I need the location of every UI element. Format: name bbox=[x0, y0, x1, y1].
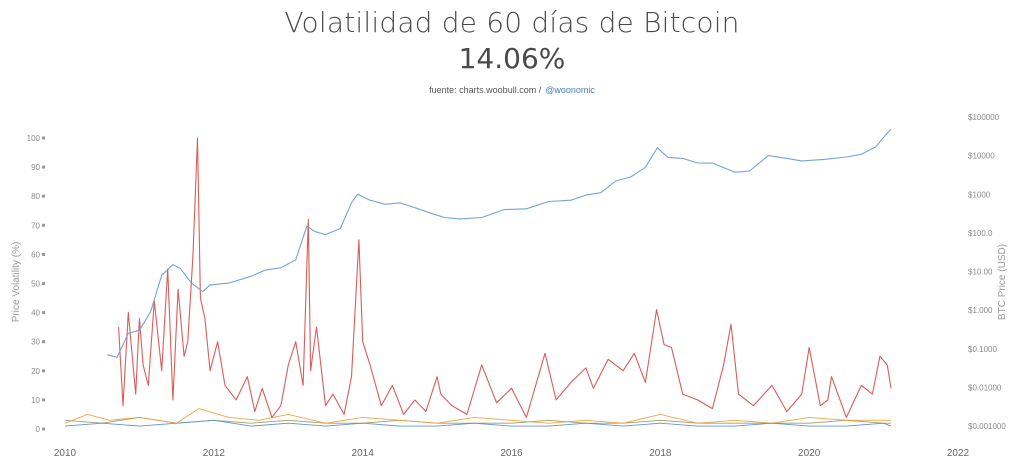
y-left-tick-label: 10 bbox=[31, 396, 40, 405]
source-text: fuente: charts.woobull.com / bbox=[429, 85, 542, 95]
y-left-tick-label: 30 bbox=[31, 338, 40, 347]
y-left-tick-label: 60 bbox=[31, 250, 40, 259]
y-left-tick-marker bbox=[42, 252, 45, 256]
y-axis-left: 0 10 20 30 40 50 60 70 80 90 100 bbox=[27, 134, 45, 434]
y-right-tick-label: $0.001000 bbox=[968, 422, 1006, 431]
x-tick-label: 2014 bbox=[352, 448, 375, 459]
y-left-tick-label: 80 bbox=[31, 192, 40, 201]
y-right-tick-label: $10.00 bbox=[968, 268, 993, 277]
y-right-tick-label: $0.1000 bbox=[968, 345, 997, 354]
y-left-tick-marker bbox=[42, 165, 45, 169]
y-right-tick-label: $0.01000 bbox=[968, 383, 1002, 392]
series-layer bbox=[64, 128, 892, 427]
x-tick-label: 2018 bbox=[649, 448, 672, 459]
y-axis-left-title: Price Volatility (%) bbox=[11, 242, 22, 323]
y-right-tick-label: $100000 bbox=[968, 113, 1000, 122]
source-attribution: fuente: charts.woobull.com / @woonomic bbox=[0, 85, 1024, 95]
x-tick-label: 2010 bbox=[54, 448, 77, 459]
x-tick-label: 2020 bbox=[798, 448, 821, 459]
y-right-tick-label: $1.000 bbox=[968, 306, 993, 315]
series-line-btc-price bbox=[107, 128, 892, 358]
y-left-tick-marker bbox=[42, 194, 45, 198]
y-right-tick-label: $1000 bbox=[968, 190, 991, 199]
y-left-tick-label: 40 bbox=[31, 309, 40, 318]
y-left-tick-marker bbox=[42, 427, 45, 431]
y-left-tick-marker bbox=[42, 223, 45, 227]
y-axis-right: $0.001000 $0.01000 $0.1000 $1.000 $10.00 $100… bbox=[968, 113, 1006, 431]
y-left-tick-label: 100 bbox=[27, 134, 41, 143]
y-left-tick-label: 0 bbox=[36, 425, 41, 434]
x-tick-label: 2016 bbox=[500, 448, 523, 459]
y-left-tick-label: 70 bbox=[31, 221, 40, 230]
y-left-tick-label: 20 bbox=[31, 367, 40, 376]
chart-subtitle: 14.06% bbox=[458, 42, 566, 75]
y-left-tick-marker bbox=[42, 398, 45, 402]
y-left-tick-label: 50 bbox=[31, 280, 40, 289]
y-left-tick-marker bbox=[42, 136, 45, 140]
x-tick-label: 2012 bbox=[203, 448, 226, 459]
y-right-tick-label: $100.0 bbox=[968, 229, 993, 238]
y-axis-right-title: BTC Price (USD) bbox=[997, 244, 1008, 320]
y-right-tick-label: $10000 bbox=[968, 152, 995, 161]
twitter-handle-link[interactable]: @woonomic bbox=[545, 85, 595, 95]
y-left-tick-marker bbox=[42, 311, 45, 315]
x-axis: 2010 2012 2014 2016 2018 2020 2022 bbox=[54, 448, 970, 459]
y-left-tick-label: 90 bbox=[31, 163, 40, 172]
x-tick-label: 2022 bbox=[947, 448, 970, 459]
chart-title: Volatilidad de 60 días de Bitcoin bbox=[284, 6, 740, 39]
series-line-volatility bbox=[118, 137, 892, 418]
y-left-tick-marker bbox=[42, 340, 45, 344]
series-line-orange bbox=[64, 408, 891, 424]
y-left-tick-marker bbox=[42, 282, 45, 285]
series-line-blue bbox=[64, 419, 892, 427]
y-left-tick-marker bbox=[42, 369, 45, 373]
